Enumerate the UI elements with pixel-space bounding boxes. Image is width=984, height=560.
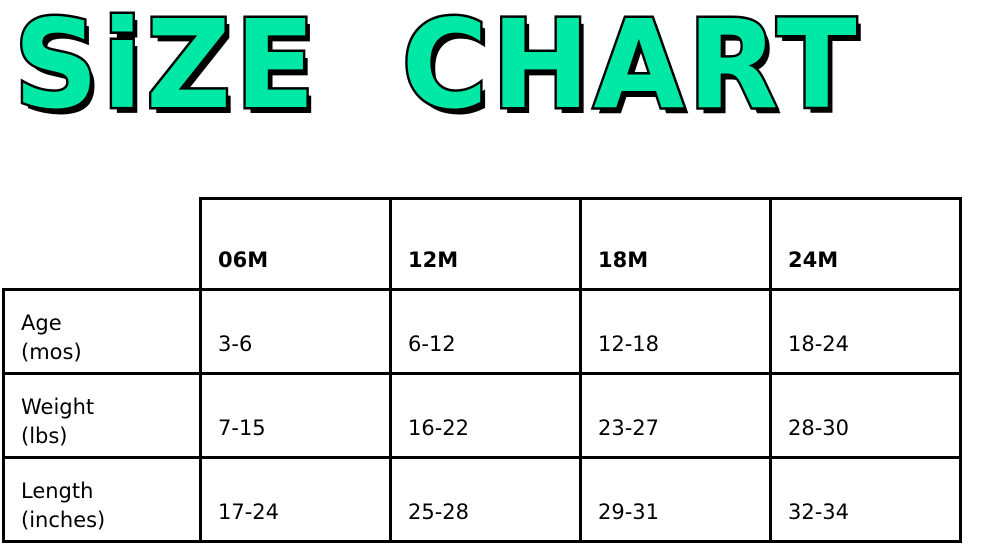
table-cell: 32-34 [769, 456, 962, 543]
row-label: Age (mos) [2, 288, 202, 375]
row-label-unit: (inches) [21, 508, 106, 532]
table-cell: 3-6 [199, 288, 392, 375]
row-label-unit: (mos) [21, 340, 82, 364]
table-cell: 28-30 [769, 372, 962, 459]
table-row: Weight (lbs) 7-15 16-22 23-27 28-30 [2, 372, 962, 459]
table-cell: 17-24 [199, 456, 392, 543]
table-cell: 29-31 [579, 456, 772, 543]
column-header: 06M [199, 197, 392, 291]
row-label: Length (inches) [2, 456, 202, 543]
column-header: 18M [579, 197, 772, 291]
table-row: Length (inches) 17-24 25-28 29-31 32-34 [2, 456, 962, 543]
column-header: 24M [769, 197, 962, 291]
table-cell: 6-12 [389, 288, 582, 375]
row-label-text: Length [21, 479, 94, 503]
size-table: 06M 12M 18M 24M Age (mos) 3-6 6-12 12-18 … [2, 197, 962, 543]
page-title: SiZE CHART [12, 0, 861, 139]
table-cell: 16-22 [389, 372, 582, 459]
row-label-text: Weight [21, 395, 95, 419]
row-label-unit: (lbs) [21, 424, 68, 448]
table-row: Age (mos) 3-6 6-12 12-18 18-24 [2, 288, 962, 375]
table-cell: 23-27 [579, 372, 772, 459]
corner-cell [3, 198, 201, 291]
table-cell: 25-28 [389, 456, 582, 543]
table-cell: 12-18 [579, 288, 772, 375]
table-cell: 18-24 [769, 288, 962, 375]
row-label-text: Age [21, 311, 62, 335]
table-cell: 7-15 [199, 372, 392, 459]
column-header: 12M [389, 197, 582, 291]
row-label: Weight (lbs) [2, 372, 202, 459]
header-row: 06M 12M 18M 24M [3, 197, 962, 291]
